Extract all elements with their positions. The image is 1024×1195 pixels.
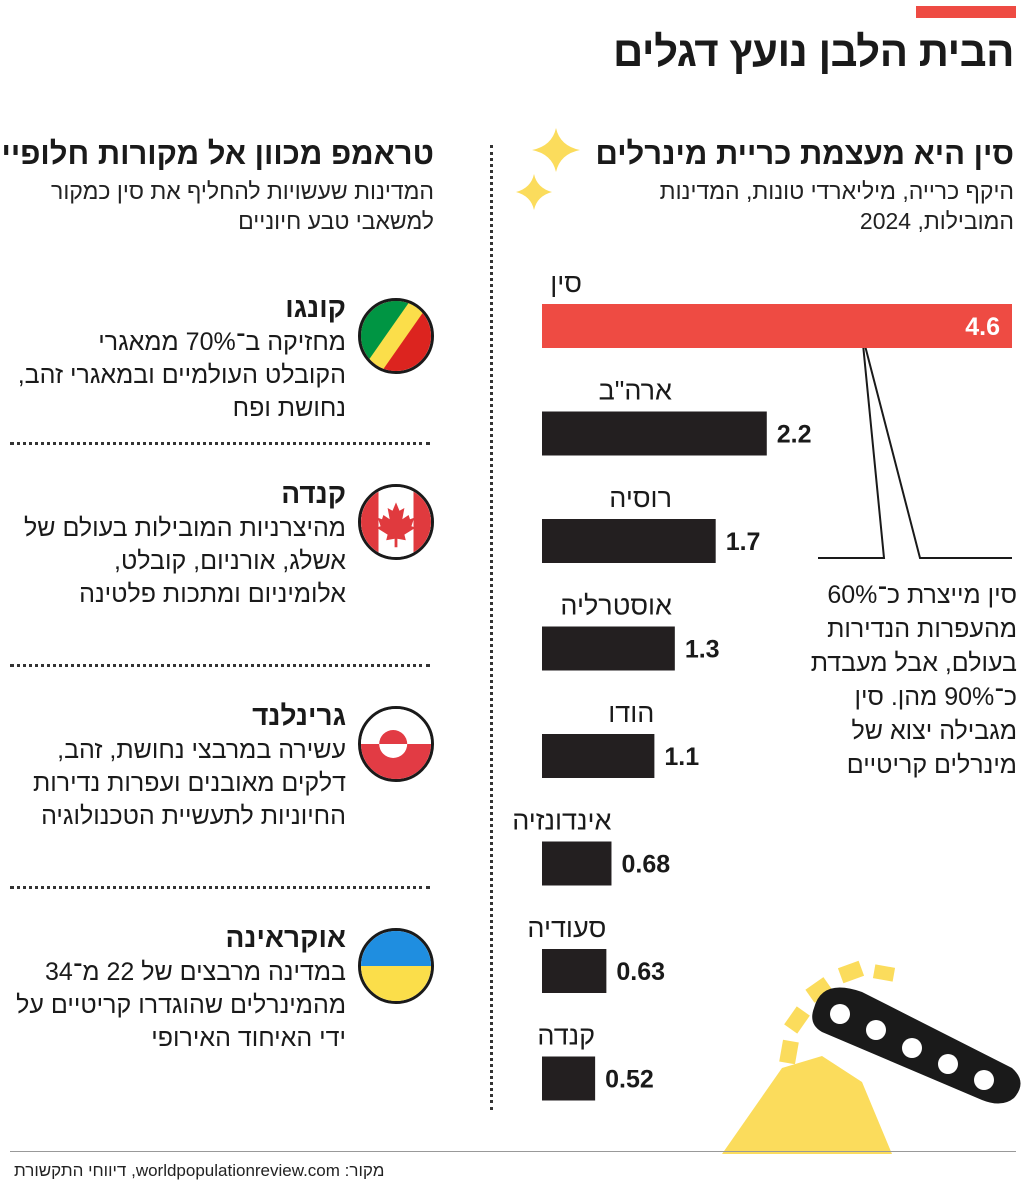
category-label: אינדונזיה [512,806,611,836]
data-label: 1.3 [685,636,720,664]
bar [542,411,767,456]
bar [542,841,612,886]
category-label: סין [550,268,582,298]
separator [10,886,430,889]
chart-annotation: סין מייצרת כ־60% מהעפרות הנדירות בעולם, … [810,581,1017,779]
chart-title: סין היא מעצמת כריית מינרלים [595,136,1015,171]
data-label: 1.1 [664,743,699,771]
mining-excavator-icon [722,960,1021,1154]
page-title: הבית הלבן נועץ דגלים [613,28,1014,75]
congo-flag-icon [358,298,434,374]
category-label: סעודיה [527,913,606,943]
greenland-flag-icon [358,706,434,782]
country-description: במדינה מרבצים של 22 מ־34 מהמינרלים שהוגד… [16,958,346,1052]
ukraine-flag-icon [358,928,434,1004]
data-label: 0.63 [616,958,665,986]
bar [542,304,1012,348]
category-label: ארה"ב [599,376,672,406]
data-label: 0.52 [605,1066,654,1094]
data-label: 0.68 [621,851,670,879]
alternatives-title: טראמפ מכוון אל מקורות חלופיים [0,136,434,171]
category-label: רוסיה [609,483,672,513]
data-label: 1.7 [726,528,761,556]
category-label: אוסטרליה [560,591,672,621]
country-name: גרינלנד [252,700,346,731]
country-description: עשירה במרבצי נחושת, זהב, דלקים מאובנים ו… [32,736,346,830]
bar [542,626,675,671]
bar [542,519,716,563]
source-note: מקור: worldpopulationreview.com, דיווחי … [14,1161,385,1180]
separator [10,442,430,445]
bar [542,1056,596,1101]
canada-flag-icon [358,484,434,560]
accent-bar [916,6,1016,18]
data-label: 2.2 [777,421,812,449]
chart-subtitle: היקף כרייה, מיליארדי טונות, המדינות המוב… [659,178,1014,234]
alternatives-subtitle: המדינות שעשויות להחליף את סין כמקור למשא… [51,178,434,234]
bar [542,949,607,993]
country-description: מחזיקה ב־70% ממאגרי הקובלט העולמיים ובמא… [17,328,346,422]
category-label: קנדה [537,1021,595,1051]
country-name: קונגו [285,292,346,323]
separator [10,664,430,667]
country-name: קנדה [281,478,346,509]
category-label: הודו [608,698,654,728]
footer-rule [10,1151,1016,1152]
annotation-connector [818,333,1012,559]
data-label: 4.6 [965,313,1000,341]
column-divider [490,145,493,1110]
sparkle-icon [516,128,580,210]
country-name: אוקראינה [225,922,346,953]
bar [542,734,655,778]
country-description: מהיצרניות המובילות בעולם של אשלג, אורניו… [24,514,346,608]
